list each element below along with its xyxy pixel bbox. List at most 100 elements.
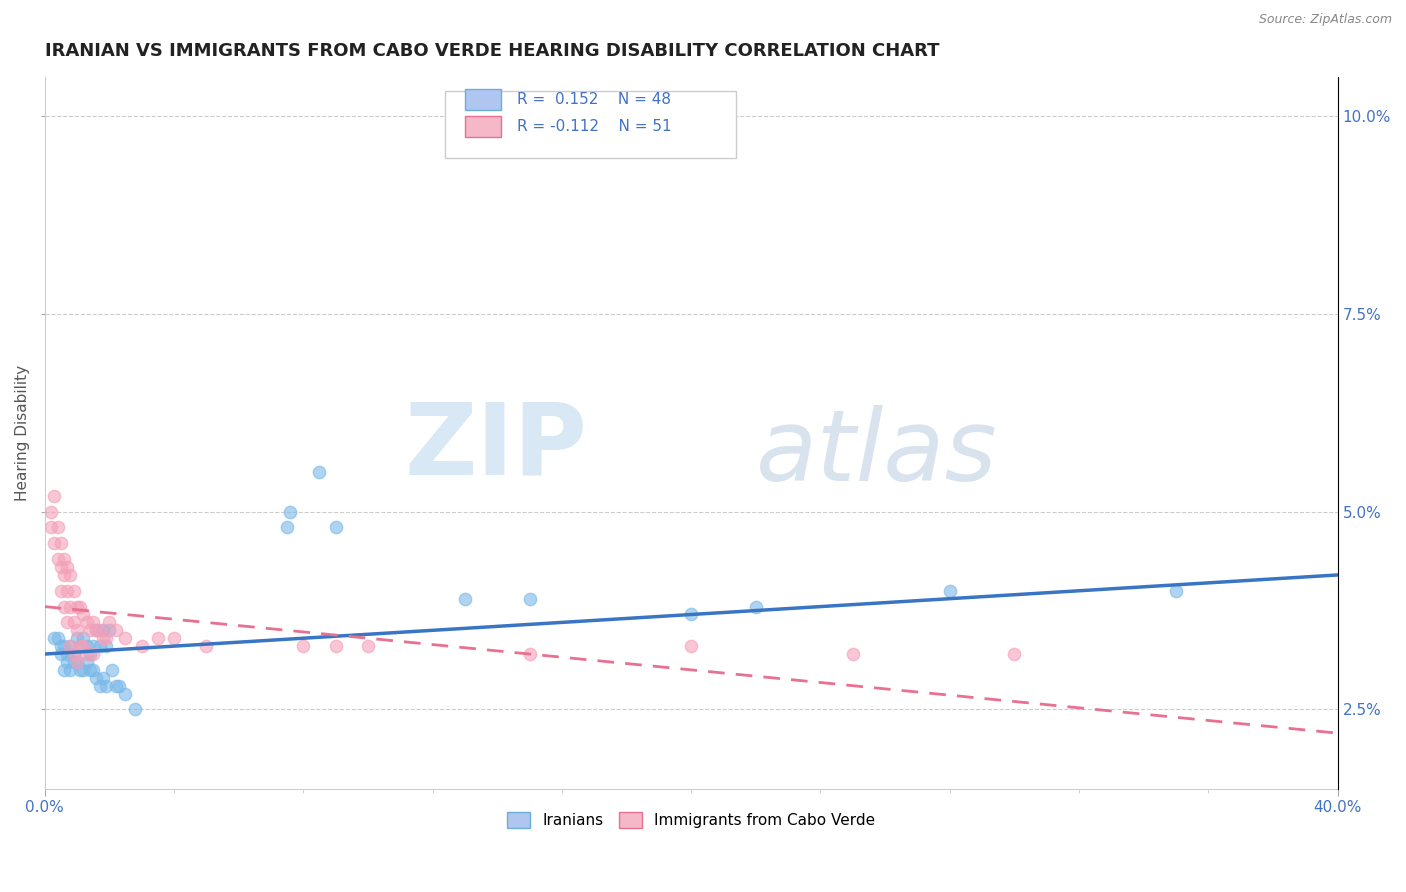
Y-axis label: Hearing Disability: Hearing Disability [15,365,30,500]
Point [745,599,768,614]
Point [82,639,104,653]
Point [325,639,347,653]
FancyBboxPatch shape [446,91,737,159]
Point [56,615,79,630]
Point [59,639,82,653]
Legend: Iranians, Immigrants from Cabo Verde: Iranians, Immigrants from Cabo Verde [501,806,882,834]
Text: Source: ZipAtlas.com: Source: ZipAtlas.com [1258,13,1392,27]
Point [101,663,124,677]
Point [84,624,107,638]
Point [44,536,66,550]
Text: ZIP: ZIP [405,399,588,495]
Point [49,560,72,574]
Point [94,639,117,653]
Point [72,639,94,653]
Point [1004,647,1026,661]
Point [53,568,76,582]
Point [91,624,114,638]
Point [66,655,89,669]
Point [66,624,89,638]
Point [842,647,865,661]
Point [89,624,111,638]
Point [69,639,91,653]
Point [114,687,136,701]
Point [39,505,62,519]
Point [62,583,84,598]
Point [46,632,69,646]
Point [939,583,962,598]
Point [84,624,107,638]
Point [69,663,91,677]
Point [79,663,101,677]
Text: atlas: atlas [756,406,997,502]
Point [66,632,89,646]
Point [131,639,153,653]
Point [62,655,84,669]
Point [454,591,477,606]
Point [325,520,347,534]
Point [59,639,82,653]
Point [62,647,84,661]
Point [82,647,104,661]
Point [94,632,117,646]
Point [357,639,380,653]
Point [44,489,66,503]
Point [56,647,79,661]
Point [82,663,104,677]
Text: IRANIAN VS IMMIGRANTS FROM CABO VERDE HEARING DISABILITY CORRELATION CHART: IRANIAN VS IMMIGRANTS FROM CABO VERDE HE… [45,42,939,60]
Point [59,663,82,677]
Point [72,607,94,622]
Point [98,624,121,638]
Point [195,639,218,653]
Point [91,632,114,646]
Point [59,568,82,582]
Point [69,639,91,653]
Point [76,647,98,661]
Point [84,671,107,685]
Point [104,624,127,638]
Point [39,520,62,534]
Point [56,655,79,669]
Point [114,632,136,646]
Point [69,599,91,614]
Point [91,671,114,685]
Point [76,639,98,653]
Point [76,655,98,669]
Point [56,583,79,598]
FancyBboxPatch shape [465,88,501,110]
Point [276,520,298,534]
Point [66,655,89,669]
Point [72,663,94,677]
FancyBboxPatch shape [465,116,501,137]
Point [46,552,69,566]
Point [62,615,84,630]
Point [49,639,72,653]
Point [76,615,98,630]
Point [79,624,101,638]
Point [308,465,330,479]
Point [56,560,79,574]
Point [66,599,89,614]
Point [82,615,104,630]
Point [94,679,117,693]
Point [292,639,315,653]
Point [79,647,101,661]
Point [519,591,541,606]
Point [72,632,94,646]
Point [46,520,69,534]
Point [89,679,111,693]
Point [53,552,76,566]
Point [53,639,76,653]
Point [59,599,82,614]
Point [44,632,66,646]
Point [1164,583,1187,598]
Point [681,639,703,653]
Point [163,632,186,646]
Point [124,702,146,716]
Point [53,599,76,614]
Text: R =  0.152    N = 48: R = 0.152 N = 48 [516,92,671,107]
Point [519,647,541,661]
Point [278,505,301,519]
Point [49,536,72,550]
Point [62,647,84,661]
